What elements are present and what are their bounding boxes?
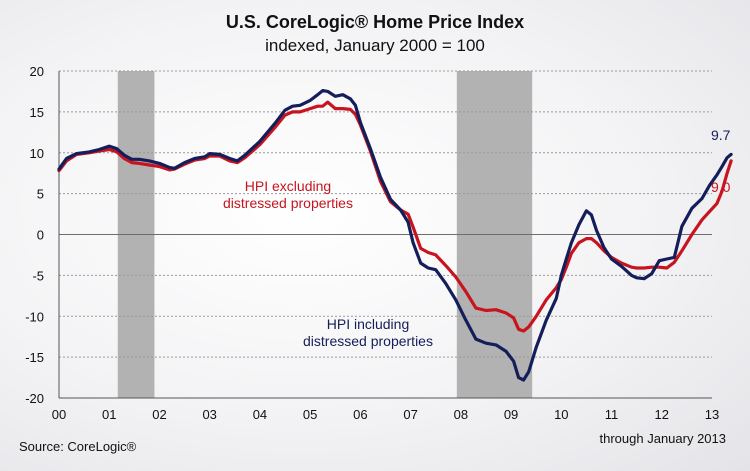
x-tick-label: 13	[705, 407, 719, 422]
x-tick-label: 03	[202, 407, 216, 422]
x-tick-label: 06	[353, 407, 367, 422]
y-tick-label: 15	[30, 105, 44, 120]
x-tick-label: 00	[52, 407, 66, 422]
x-tick-label: 01	[102, 407, 116, 422]
gridlines	[59, 70, 712, 399]
x-tick-label: 07	[403, 407, 417, 422]
y-tick-label: -15	[25, 350, 44, 365]
annotation-including-line1: HPI including	[327, 316, 410, 332]
x-tick-label: 05	[303, 407, 317, 422]
y-tick-labels: 20 15 10 5 0 -5 -10 -15 -20	[25, 64, 44, 406]
series-line-hpi-excluding-distressed-properties	[57, 100, 733, 333]
y-tick-label: -10	[25, 309, 44, 324]
x-tick-label: 09	[504, 407, 518, 422]
chart-title: U.S. CoreLogic® Home Price Index	[225, 12, 525, 32]
y-tick-label: -20	[25, 391, 44, 406]
x-tick-label: 10	[554, 407, 568, 422]
x-tick-label: 08	[454, 407, 468, 422]
source-note: Source: CoreLogic®	[19, 439, 137, 454]
chart-subtitle: indexed, January 2000 = 100	[265, 36, 485, 55]
y-tick-label: -5	[32, 268, 44, 283]
x-tick-label: 02	[152, 407, 166, 422]
end-label-excluding: 9.0	[711, 179, 731, 195]
series-line-hpi-including-distressed-properties	[57, 89, 733, 382]
y-tick-label: 10	[30, 146, 44, 161]
x-tick-labels: 00 01 02 03 04 05 06 07 08 09 10 11 12 13	[52, 407, 719, 422]
x-tick-label: 12	[655, 407, 669, 422]
annotation-excluding-line2: distressed properties	[223, 195, 353, 211]
x-tick-label: 11	[605, 407, 619, 422]
y-tick-label: 0	[37, 228, 44, 243]
end-label-including: 9.7	[711, 127, 731, 143]
y-tick-label: 5	[37, 187, 44, 202]
axes	[58, 71, 712, 399]
annotation-including-line2: distressed properties	[303, 333, 433, 349]
annotation-excluding-line1: HPI excluding	[245, 178, 331, 194]
series-lines	[57, 89, 733, 382]
x-tick-label: 04	[253, 407, 267, 422]
date-note: through January 2013	[599, 431, 726, 446]
y-tick-label: 20	[30, 64, 44, 79]
